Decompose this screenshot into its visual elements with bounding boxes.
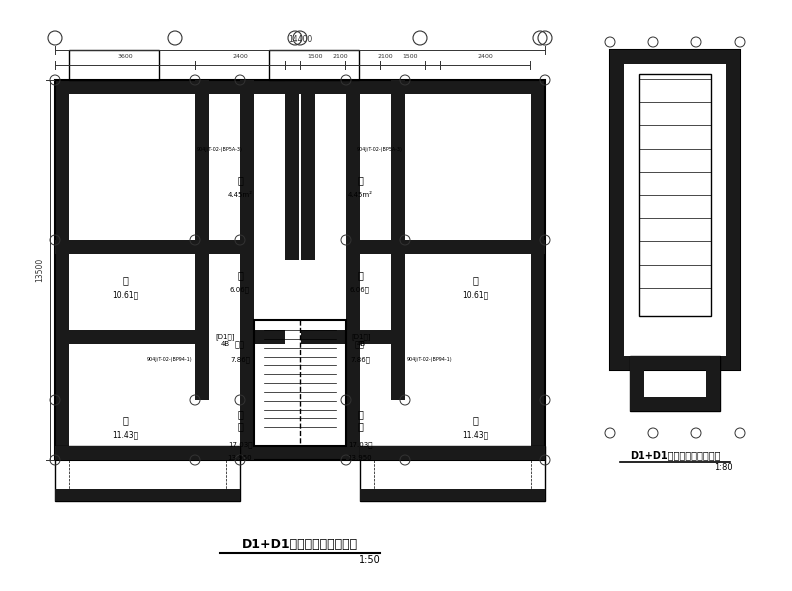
Bar <box>706 356 720 411</box>
Text: D1+D1户型六层楼梯大样图: D1+D1户型六层楼梯大样图 <box>630 450 720 460</box>
Text: 卧: 卧 <box>472 275 478 285</box>
Bar <box>254 320 346 446</box>
Text: 6.06㎡: 6.06㎡ <box>350 287 370 293</box>
Bar <box>69 50 159 80</box>
Text: 餐厅: 餐厅 <box>355 340 365 349</box>
Bar <box>630 356 720 411</box>
Bar <box>55 240 240 254</box>
Text: D1+D1户型六层单元平面图: D1+D1户型六层单元平面图 <box>242 538 358 551</box>
Bar <box>55 446 240 460</box>
Bar <box>301 330 391 344</box>
Bar <box>55 446 545 460</box>
Text: 1500: 1500 <box>307 54 323 59</box>
Bar <box>55 80 545 460</box>
Bar <box>285 80 299 260</box>
Bar <box>55 489 240 501</box>
Text: 4.45m²: 4.45m² <box>348 192 372 198</box>
Text: 1:50: 1:50 <box>359 555 381 565</box>
Text: [D1户]
4B: [D1户] 4B <box>215 333 234 347</box>
Bar <box>346 80 360 460</box>
Bar <box>301 80 315 260</box>
Text: 1:80: 1:80 <box>714 463 733 472</box>
Text: [D1户]
4B: [D1户] 4B <box>351 333 371 347</box>
Bar <box>630 356 720 370</box>
Text: 卧: 卧 <box>122 415 128 425</box>
Bar <box>610 50 740 64</box>
Text: 卫: 卫 <box>357 175 363 185</box>
Bar <box>55 80 69 460</box>
Text: 13500: 13500 <box>35 258 44 282</box>
Bar <box>360 446 545 501</box>
Text: 904J/T-02-(BP5A-3): 904J/T-02-(BP5A-3) <box>197 148 243 152</box>
Text: 卧: 卧 <box>472 415 478 425</box>
Text: 2100: 2100 <box>332 54 348 59</box>
Bar <box>610 50 624 370</box>
Text: 餐厅: 餐厅 <box>235 340 245 349</box>
Bar <box>240 330 285 344</box>
Text: 厨: 厨 <box>237 270 243 280</box>
Bar <box>269 50 359 80</box>
Text: 2400: 2400 <box>232 54 248 59</box>
Bar <box>346 240 545 254</box>
Text: 904J/T-02-(BP94-1): 904J/T-02-(BP94-1) <box>147 358 192 362</box>
Text: 2100: 2100 <box>377 54 393 59</box>
Text: 起
居: 起 居 <box>357 409 363 431</box>
Bar <box>610 50 740 370</box>
Text: 13.950: 13.950 <box>348 455 372 461</box>
Bar <box>360 446 545 460</box>
Bar <box>346 330 392 344</box>
Text: 904J/T-02-(BP5A-3): 904J/T-02-(BP5A-3) <box>357 148 403 152</box>
Text: 卫: 卫 <box>237 175 243 185</box>
Bar <box>391 80 405 400</box>
Text: 17.03㎡: 17.03㎡ <box>348 441 372 449</box>
Text: 10.61㎡: 10.61㎡ <box>462 291 488 300</box>
Text: 11.43㎡: 11.43㎡ <box>462 430 488 440</box>
Bar <box>55 80 545 94</box>
Text: 7.86㎡: 7.86㎡ <box>350 357 370 363</box>
Bar <box>531 80 545 460</box>
Text: 4.45m²: 4.45m² <box>227 192 253 198</box>
Bar <box>610 356 740 370</box>
Bar <box>630 356 644 411</box>
Text: 起
居: 起 居 <box>237 409 243 431</box>
Bar <box>240 80 254 460</box>
Text: 13.950: 13.950 <box>227 455 253 461</box>
Text: 1500: 1500 <box>402 54 417 59</box>
Text: 厨: 厨 <box>357 270 363 280</box>
Text: 2400: 2400 <box>477 54 493 59</box>
Bar <box>726 50 740 370</box>
Bar <box>69 330 195 344</box>
Text: 11.43㎡: 11.43㎡ <box>112 430 138 440</box>
Bar <box>630 397 720 411</box>
Text: 17.03㎡: 17.03㎡ <box>228 441 252 449</box>
Bar <box>195 80 209 400</box>
Text: 7.86㎡: 7.86㎡ <box>230 357 250 363</box>
Text: 6.06㎡: 6.06㎡ <box>230 287 250 293</box>
Text: 3600: 3600 <box>117 54 133 59</box>
Text: 卧: 卧 <box>122 275 128 285</box>
Text: 10.61㎡: 10.61㎡ <box>112 291 138 300</box>
Text: 14400: 14400 <box>287 35 312 44</box>
Bar <box>639 74 711 316</box>
Bar <box>360 489 545 501</box>
Bar <box>55 446 240 501</box>
Text: 904J/T-02-(BP94-1): 904J/T-02-(BP94-1) <box>407 358 453 362</box>
